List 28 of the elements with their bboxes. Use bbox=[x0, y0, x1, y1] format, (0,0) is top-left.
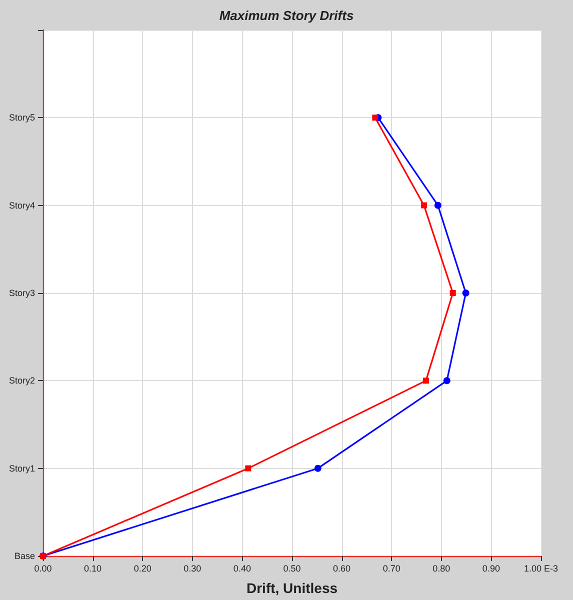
y-tick-label: Story2 bbox=[8, 376, 35, 386]
y-tick-label: Story4 bbox=[8, 200, 35, 210]
point bbox=[420, 202, 427, 208]
chart-title: Maximum Story Drifts bbox=[219, 8, 354, 23]
x-tick-label: 0.90 bbox=[482, 564, 500, 574]
x-tick-label: 0.20 bbox=[134, 564, 152, 574]
x-tick-label: 0.00 bbox=[34, 564, 52, 574]
point bbox=[422, 378, 429, 384]
point bbox=[462, 290, 470, 296]
x-axis-title: Drift, Unitless bbox=[246, 580, 338, 596]
x-tick-label: 0.10 bbox=[84, 564, 102, 574]
point bbox=[372, 114, 378, 121]
x-tick-label: 0.50 bbox=[283, 564, 301, 574]
y-tick-label: Story5 bbox=[8, 112, 35, 123]
x-tick-label: 0.40 bbox=[233, 564, 251, 574]
x-tick-label: 0.60 bbox=[333, 564, 351, 574]
point bbox=[314, 464, 322, 472]
x-tick-label: 1.00 E-3 bbox=[524, 564, 558, 574]
point bbox=[245, 465, 252, 472]
y-tick-label: Story3 bbox=[8, 288, 35, 298]
point bbox=[443, 377, 450, 384]
point bbox=[450, 290, 456, 296]
x-tick-label: 0.70 bbox=[382, 564, 400, 574]
y-tick-label: Story1 bbox=[8, 463, 35, 474]
point bbox=[434, 202, 442, 209]
y-tick-label: Base bbox=[14, 551, 35, 561]
x-tick-label: 0.30 bbox=[184, 564, 202, 574]
x-tick-label: 0.80 bbox=[432, 564, 450, 574]
